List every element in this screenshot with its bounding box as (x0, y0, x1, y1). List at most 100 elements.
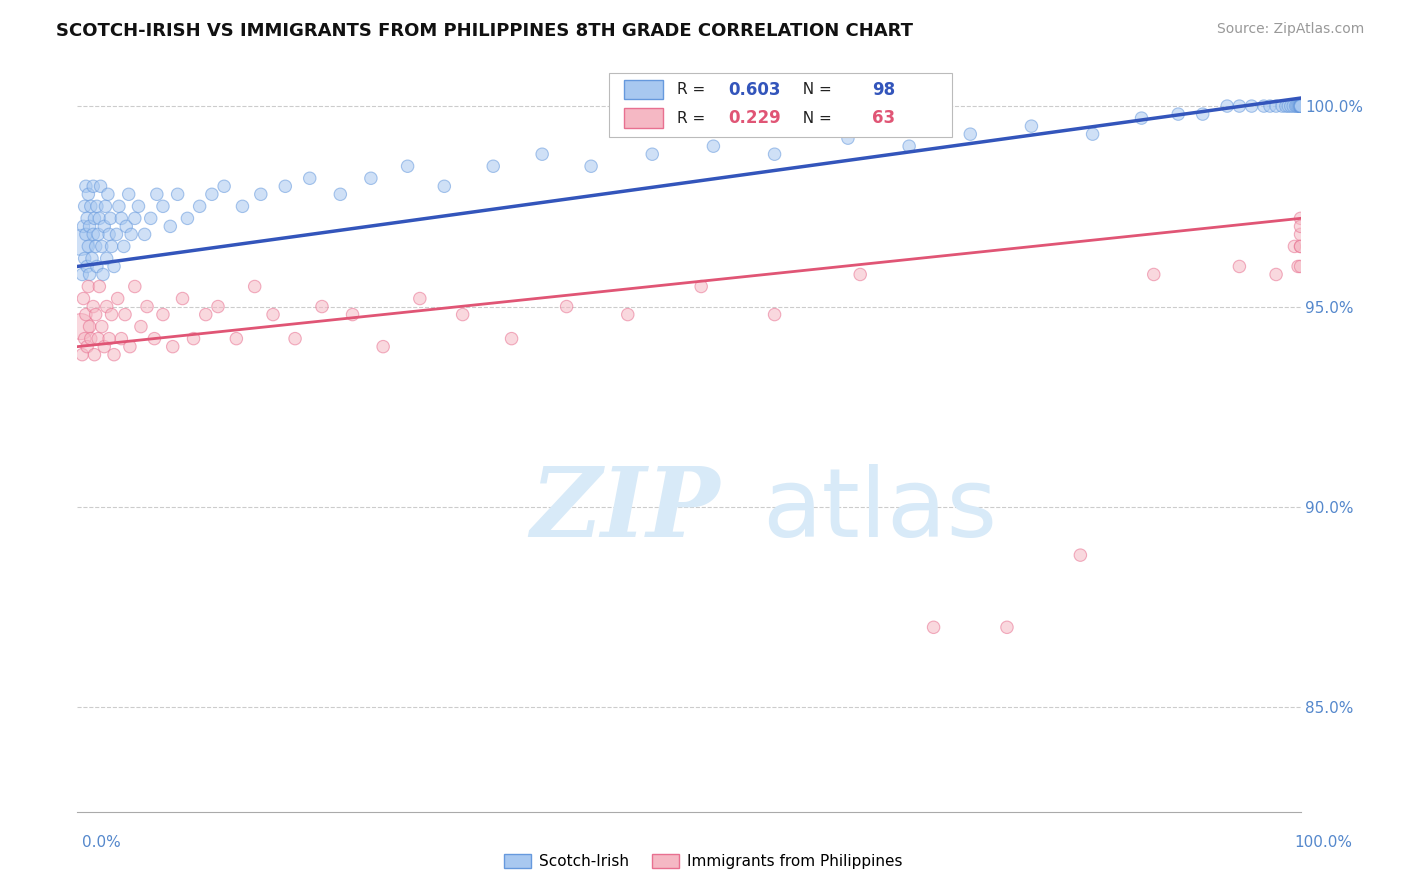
Point (1289, 99, 1312, 113)
Point (82, 179, 104, 194)
Point (1288, 99, 1310, 113)
Text: atlas: atlas (762, 464, 997, 557)
Point (84, 239, 107, 253)
Point (1289, 239, 1312, 253)
Point (76, 340, 98, 354)
Point (103, 348, 125, 362)
Point (94, 199, 117, 213)
Point (763, 147, 786, 161)
Point (80, 332, 103, 346)
Point (849, 268, 872, 282)
Point (1289, 219, 1312, 234)
Point (1069, 548, 1091, 562)
Point (501, 332, 523, 346)
Point (80, 199, 103, 213)
Point (120, 227, 142, 242)
Point (1191, 107, 1213, 121)
Point (89, 211, 111, 226)
Point (763, 308, 786, 322)
Point (1277, 99, 1299, 113)
Point (87, 332, 110, 346)
Point (531, 147, 554, 161)
Point (1216, 99, 1239, 113)
Point (342, 308, 364, 322)
Point (77, 187, 100, 202)
Point (225, 332, 247, 346)
Point (1279, 99, 1302, 113)
Point (702, 139, 724, 153)
Point (1289, 99, 1312, 113)
Point (97, 187, 120, 202)
Point (1289, 99, 1312, 113)
Point (93, 340, 115, 354)
Point (451, 308, 474, 322)
Point (579, 159, 602, 173)
Point (995, 620, 1018, 634)
Point (98, 227, 121, 242)
Point (107, 292, 129, 306)
Point (284, 332, 307, 346)
Point (1288, 99, 1310, 113)
Point (250, 187, 273, 202)
Point (1282, 99, 1305, 113)
Point (1021, 119, 1043, 133)
Point (1289, 99, 1312, 113)
Point (1229, 99, 1251, 113)
Point (898, 139, 921, 153)
Point (76, 211, 98, 226)
Point (1289, 211, 1312, 226)
Point (90, 239, 112, 253)
Point (1240, 99, 1263, 113)
Point (108, 199, 131, 213)
Text: SCOTCH-IRISH VS IMMIGRANTS FROM PHILIPPINES 8TH GRADE CORRELATION CHART: SCOTCH-IRISH VS IMMIGRANTS FROM PHILIPPI… (56, 22, 914, 40)
Point (124, 211, 146, 226)
Point (201, 187, 224, 202)
Point (1253, 99, 1275, 113)
Point (1289, 99, 1312, 113)
Text: 0.603: 0.603 (728, 80, 780, 99)
Point (371, 340, 394, 354)
Point (98, 332, 121, 346)
Point (70, 348, 93, 362)
Point (188, 199, 211, 213)
Text: ZIP: ZIP (530, 463, 720, 558)
Point (183, 332, 205, 346)
Point (1258, 99, 1281, 113)
Point (1143, 268, 1166, 282)
Point (329, 187, 352, 202)
Point (243, 279, 266, 293)
Text: N =: N = (793, 111, 837, 126)
Point (207, 300, 229, 314)
Point (86, 199, 108, 213)
Point (172, 292, 194, 306)
Point (1271, 99, 1294, 113)
FancyBboxPatch shape (609, 73, 952, 137)
Point (1286, 260, 1309, 274)
Point (1289, 99, 1312, 113)
Point (409, 292, 432, 306)
Legend: Scotch-Irish, Immigrants from Philippines: Scotch-Irish, Immigrants from Philippine… (498, 848, 908, 875)
FancyBboxPatch shape (624, 80, 664, 99)
Point (1265, 99, 1288, 113)
Point (80, 252, 103, 266)
Point (1286, 99, 1309, 113)
Point (1130, 111, 1153, 125)
Point (77, 279, 100, 293)
Point (87, 227, 110, 242)
Point (112, 239, 135, 253)
Point (134, 227, 156, 242)
Point (96, 300, 118, 314)
Point (136, 300, 159, 314)
Point (311, 300, 333, 314)
Point (1275, 99, 1298, 113)
Point (90, 319, 112, 334)
Point (86, 260, 108, 274)
Point (72, 292, 94, 306)
Point (73, 199, 96, 213)
Point (96, 252, 118, 266)
FancyBboxPatch shape (624, 109, 664, 128)
Point (82, 227, 104, 242)
Point (433, 179, 456, 194)
Point (159, 219, 181, 234)
Point (70, 268, 93, 282)
